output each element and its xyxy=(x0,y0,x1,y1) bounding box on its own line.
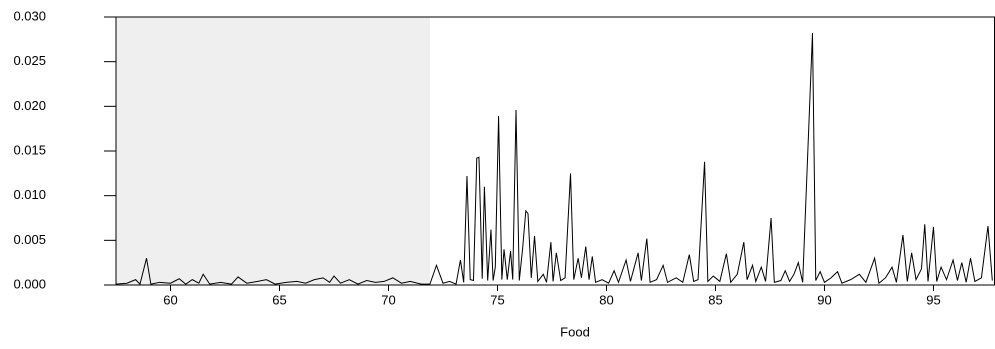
x-tick-label: 90 xyxy=(817,292,831,307)
line xyxy=(115,33,993,286)
y-tick-label: 0.020 xyxy=(13,98,46,113)
y-tick-label: 0.025 xyxy=(13,53,46,68)
y-tick-label: 0.000 xyxy=(13,276,46,291)
x-tick-label: 95 xyxy=(926,292,940,307)
y-tick-label: 0.015 xyxy=(13,142,46,157)
x-tick-label: 60 xyxy=(163,292,177,307)
x-tick-label: 85 xyxy=(708,292,722,307)
x-tick-label: 65 xyxy=(272,292,286,307)
shaded-region xyxy=(116,17,430,285)
x-tick-label: 70 xyxy=(381,292,395,307)
x-axis-label: Food xyxy=(560,324,590,339)
y-tick-label: 0.010 xyxy=(13,187,46,202)
y-tick-label: 0.005 xyxy=(13,232,46,247)
x-tick-label: 75 xyxy=(490,292,504,307)
y-tick-label: 0.030 xyxy=(13,8,46,23)
x-tick-label: 80 xyxy=(599,292,613,307)
